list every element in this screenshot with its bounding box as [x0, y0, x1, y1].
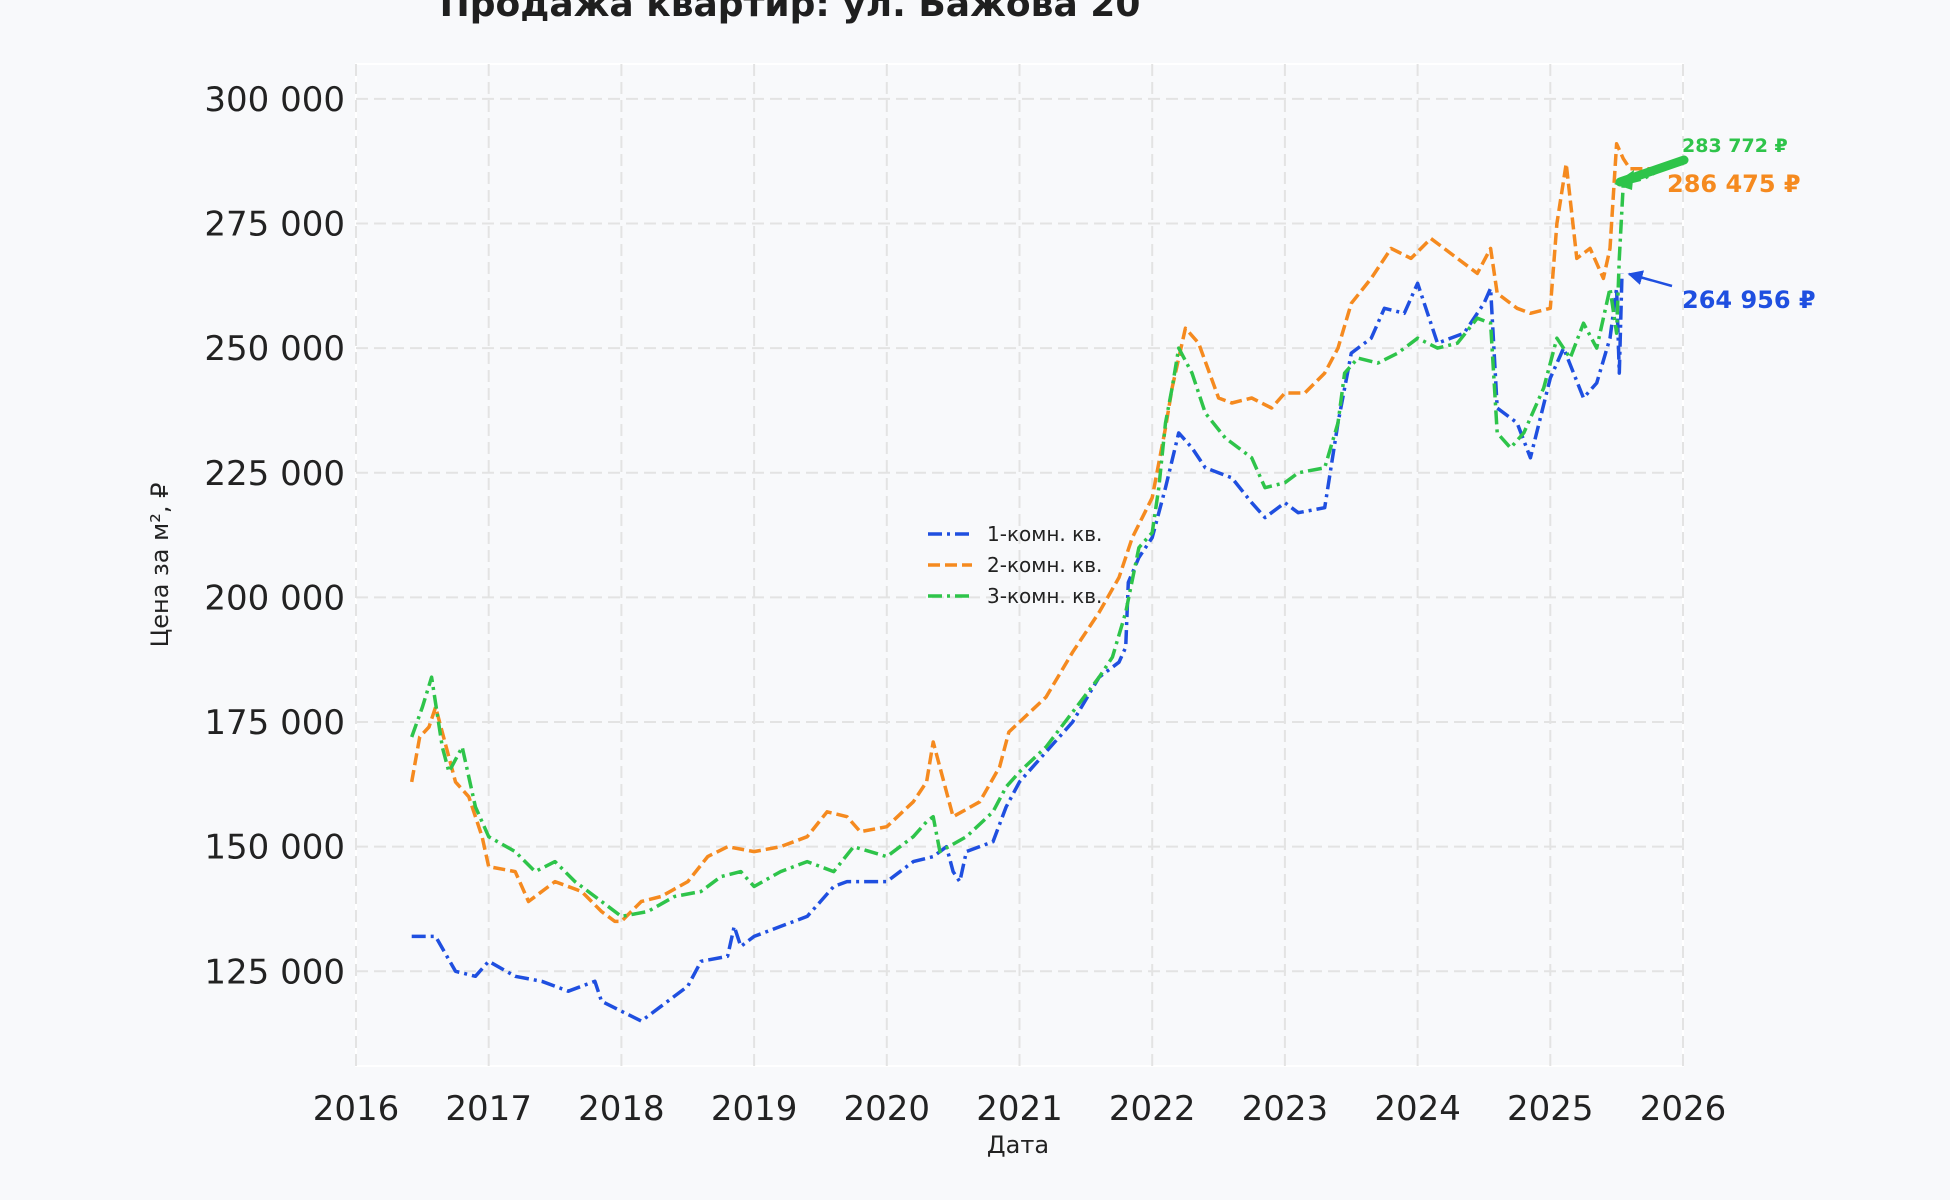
y-tick-label: 300 000 [204, 80, 345, 120]
x-tick-label: 2016 [313, 1089, 400, 1129]
annotations: 283 772 ₽ 286 475 ₽ 264 956 ₽ [1614, 135, 1816, 314]
series-line-1 [411, 273, 1624, 1023]
series-line-2 [409, 142, 1664, 924]
legend-label: 2-комн. кв. [987, 553, 1102, 577]
y-tick-label: 175 000 [204, 703, 345, 743]
annotation-label-2room: 286 475 ₽ [1667, 170, 1801, 198]
y-tick-label: 125 000 [204, 952, 345, 992]
legend: 1-комн. кв. 2-комн. кв. 3-комн. кв. [928, 522, 1102, 608]
annotation-arrow [1614, 170, 1634, 190]
x-tick-label: 2020 [844, 1089, 931, 1129]
y-tick-label: 200 000 [204, 578, 345, 618]
legend-label: 3-комн. кв. [987, 584, 1102, 608]
y-axis-label: Цена за м², ₽ [146, 483, 174, 648]
grid [355, 64, 1684, 1066]
annotation-label-3room: 283 772 ₽ [1682, 135, 1788, 157]
x-axis-ticks: 2016 2017 2018 2019 2020 2021 2022 2023 2024 2025… [313, 1089, 1727, 1129]
x-tick-label: 2021 [976, 1089, 1063, 1129]
x-tick-label: 2024 [1374, 1089, 1461, 1129]
x-axis-label: Дата [987, 1131, 1049, 1159]
annotation-label-1room: 264 956 ₽ [1682, 286, 1816, 314]
x-tick-label: 2023 [1242, 1089, 1329, 1129]
x-tick-label: 2017 [445, 1089, 532, 1129]
y-tick-label: 250 000 [204, 329, 345, 369]
series-line-3 [410, 157, 1684, 919]
x-tick-label: 2026 [1640, 1089, 1727, 1129]
y-tick-label: 275 000 [204, 205, 345, 245]
series-layer [409, 142, 1684, 1023]
y-tick-label: 150 000 [204, 828, 345, 868]
legend-label: 1-комн. кв. [987, 522, 1102, 546]
y-axis-ticks: 125 000 150 000 175 000 200 000 225 000 250 0… [204, 80, 345, 992]
chart-title: Продажа квартир: ул. Бажова 20 [440, 0, 1141, 25]
x-tick-label: 2018 [578, 1089, 665, 1129]
x-tick-label: 2025 [1507, 1089, 1594, 1129]
annotation-arrow [1627, 270, 1673, 288]
x-tick-label: 2019 [711, 1089, 798, 1129]
x-tick-label: 2022 [1109, 1089, 1196, 1129]
y-tick-label: 225 000 [204, 454, 345, 494]
